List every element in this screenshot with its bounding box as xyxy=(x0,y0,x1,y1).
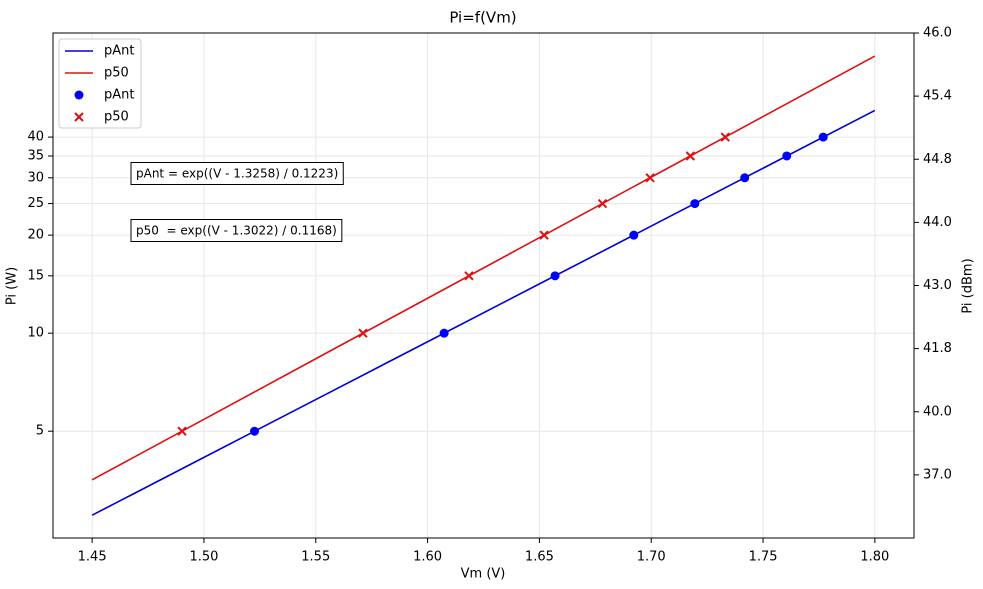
plot-area xyxy=(91,55,876,516)
point xyxy=(720,132,730,142)
annotation-text: p50 = exp((V - 1.3022) / 0.1168) xyxy=(136,224,337,238)
y2-axis-label: Pi (dBm) xyxy=(961,258,976,313)
y-tick-label: 30 xyxy=(27,170,44,185)
line xyxy=(91,55,876,481)
legend-label: pAnt xyxy=(104,88,134,103)
point xyxy=(690,199,700,209)
y-tick-label: 10 xyxy=(27,326,44,341)
annotation: pAnt = exp((V - 1.3258) / 0.1223) xyxy=(130,162,344,185)
x-axis-label: Vm (V) xyxy=(461,567,506,582)
plot-frame xyxy=(52,32,915,539)
legend-label: p50 xyxy=(104,66,129,81)
y-tick-label: 20 xyxy=(27,228,44,243)
point xyxy=(550,271,560,281)
point xyxy=(685,151,696,161)
point xyxy=(177,426,187,436)
y-tick-label: 5 xyxy=(36,424,44,439)
x-tick-label: 1.70 xyxy=(637,550,666,565)
y-tick-label: 25 xyxy=(27,196,44,211)
point xyxy=(782,151,792,161)
legend: pAnt p50 pAnt p50 xyxy=(58,38,142,129)
y2-tick-label: 37.0 xyxy=(923,467,952,482)
legend-label: p50 xyxy=(104,110,129,125)
legend-swatch xyxy=(74,90,84,100)
y2-tick-label: 46.0 xyxy=(923,26,952,41)
y2-tick-label: 44.0 xyxy=(923,215,952,230)
grid xyxy=(53,33,914,538)
annotation-text: pAnt = exp((V - 1.3258) / 0.1223) xyxy=(136,167,338,181)
x-tick-label: 1.55 xyxy=(301,550,330,565)
y2-tick-label: 40.0 xyxy=(923,404,952,419)
annotation: p50 = exp((V - 1.3022) / 0.1168) xyxy=(130,219,343,242)
point xyxy=(539,230,549,240)
legend-swatch xyxy=(74,112,84,122)
y2-tick-label: 44.8 xyxy=(923,152,952,167)
point xyxy=(464,271,474,281)
x-tick-label: 1.65 xyxy=(525,550,554,565)
y-tick-label: 40 xyxy=(27,130,44,145)
point xyxy=(645,173,655,183)
y-tick-label: 15 xyxy=(27,268,44,283)
point xyxy=(629,230,639,240)
point xyxy=(597,198,608,209)
y2-tick-label: 41.8 xyxy=(923,341,952,356)
point xyxy=(818,132,828,142)
y-tick-label: 35 xyxy=(27,148,44,163)
legend-label: pAnt xyxy=(104,44,134,59)
point xyxy=(249,426,259,436)
y2-tick-label: 45.4 xyxy=(923,89,952,104)
annotation-box xyxy=(130,219,343,242)
point xyxy=(358,328,368,338)
x-tick-label: 1.75 xyxy=(749,550,778,565)
legend-box xyxy=(58,38,142,129)
x-tick-label: 1.50 xyxy=(189,550,218,565)
point xyxy=(740,173,750,183)
x-tick-label: 1.80 xyxy=(860,550,889,565)
annotation-box xyxy=(130,162,344,185)
point xyxy=(439,328,449,338)
chart-title: Pi=f(Vm) xyxy=(449,9,516,27)
y-axis-label: Pi (W) xyxy=(5,267,20,305)
y2-tick-label: 43.0 xyxy=(923,278,952,293)
x-tick-label: 1.45 xyxy=(78,550,107,565)
x-tick-label: 1.60 xyxy=(413,550,442,565)
